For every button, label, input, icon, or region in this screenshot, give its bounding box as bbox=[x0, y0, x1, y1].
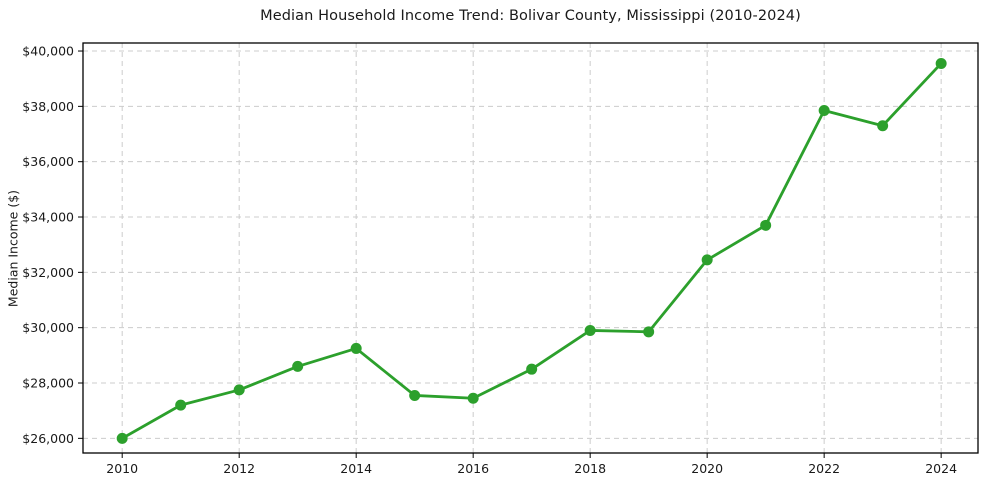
data-point-2012 bbox=[233, 384, 245, 396]
y-axis-label: Median Income ($) bbox=[5, 189, 21, 308]
y-tick-label: $40,000 bbox=[22, 44, 74, 59]
data-point-2016 bbox=[467, 392, 479, 404]
data-point-2011 bbox=[175, 399, 187, 411]
data-point-2014 bbox=[350, 342, 362, 354]
y-tick-label: $38,000 bbox=[22, 99, 74, 114]
y-tick-label: $34,000 bbox=[22, 210, 74, 225]
data-point-2021 bbox=[760, 219, 772, 231]
data-point-2024 bbox=[935, 57, 947, 69]
chart-title: Median Household Income Trend: Bolivar C… bbox=[260, 8, 801, 24]
y-tick-label: $36,000 bbox=[22, 154, 74, 169]
x-tick-label: 2022 bbox=[808, 461, 840, 476]
data-point-2023 bbox=[877, 120, 889, 132]
x-tick-label: 2010 bbox=[106, 461, 138, 476]
y-tick-label: $30,000 bbox=[22, 320, 74, 335]
data-point-2018 bbox=[584, 324, 596, 336]
data-point-2013 bbox=[292, 360, 304, 372]
data-point-2019 bbox=[643, 326, 655, 338]
x-tick-label: 2016 bbox=[457, 461, 489, 476]
x-tick-label: 2014 bbox=[340, 461, 372, 476]
data-point-2022 bbox=[818, 105, 830, 117]
x-tick-label: 2020 bbox=[691, 461, 723, 476]
plot-border bbox=[82, 42, 979, 454]
data-point-2015 bbox=[409, 389, 421, 401]
x-tick-label: 2012 bbox=[223, 461, 255, 476]
y-tick-label: $32,000 bbox=[22, 265, 74, 280]
x-tick-label: 2024 bbox=[925, 461, 957, 476]
data-point-2017 bbox=[526, 363, 538, 375]
y-tick-label: $28,000 bbox=[22, 376, 74, 391]
plot-background bbox=[83, 43, 978, 453]
x-tick-label: 2018 bbox=[574, 461, 606, 476]
data-point-2020 bbox=[701, 254, 713, 266]
y-tick-label: $26,000 bbox=[22, 431, 74, 446]
data-point-2010 bbox=[116, 432, 128, 444]
